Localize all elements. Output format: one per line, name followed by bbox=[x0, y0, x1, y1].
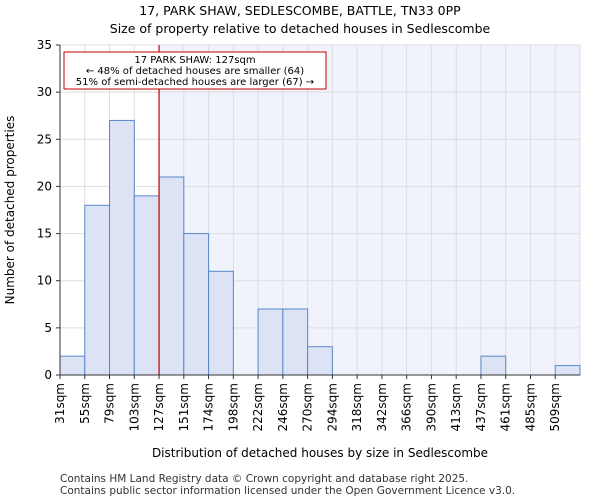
y-tick-label: 5 bbox=[44, 321, 52, 335]
bar-509sqm bbox=[554, 365, 581, 376]
y-tick-label: 20 bbox=[37, 179, 52, 193]
annotation-line-2: ← 48% of detached houses are smaller (64… bbox=[86, 66, 304, 77]
x-tick-label: 318sqm bbox=[350, 383, 364, 431]
x-tick-label: 198sqm bbox=[226, 383, 240, 431]
footer-copyright: Contains HM Land Registry data © Crown c… bbox=[60, 473, 469, 485]
y-tick-label: 15 bbox=[37, 227, 52, 241]
x-tick-label: 461sqm bbox=[499, 383, 513, 431]
y-tick-label: 0 bbox=[44, 368, 52, 382]
x-tick-label: 151sqm bbox=[177, 383, 191, 431]
x-axis-label: Distribution of detached houses by size … bbox=[152, 446, 488, 460]
x-tick-label: 437sqm bbox=[474, 383, 488, 431]
x-tick-label: 79sqm bbox=[103, 383, 117, 424]
x-tick-label: 222sqm bbox=[251, 383, 265, 431]
x-tick-label: 366sqm bbox=[400, 383, 414, 431]
bar-103sqm bbox=[133, 195, 160, 376]
bar-222sqm bbox=[257, 308, 284, 376]
x-tick-label: 342sqm bbox=[375, 383, 389, 431]
chart-title: 17, PARK SHAW, SEDLESCOMBE, BATTLE, TN33… bbox=[139, 3, 461, 18]
bar-151sqm bbox=[183, 233, 210, 376]
bar-270sqm bbox=[307, 346, 333, 376]
footer-licence: Contains public sector information licen… bbox=[60, 485, 516, 497]
x-tick-label: 55sqm bbox=[78, 383, 92, 424]
bar-31sqm bbox=[59, 355, 86, 376]
x-tick-label: 31sqm bbox=[53, 383, 67, 424]
x-tick-label: 174sqm bbox=[202, 383, 216, 431]
bar-174sqm bbox=[208, 270, 234, 376]
bar-55sqm bbox=[84, 204, 111, 376]
annotation-line-3: 51% of semi-detached houses are larger (… bbox=[76, 77, 314, 88]
y-tick-label: 25 bbox=[37, 132, 52, 146]
x-tick-label: 509sqm bbox=[548, 383, 562, 431]
bar-79sqm bbox=[109, 119, 135, 376]
x-tick-label: 413sqm bbox=[449, 383, 463, 431]
x-tick-label: 270sqm bbox=[301, 383, 315, 431]
x-tick-label: 485sqm bbox=[523, 383, 537, 431]
y-tick-label: 30 bbox=[37, 85, 52, 99]
annotation-line-1: 17 PARK SHAW: 127sqm bbox=[134, 55, 255, 66]
x-tick-label: 390sqm bbox=[424, 383, 438, 431]
y-axis-label: Number of detached properties bbox=[3, 116, 17, 305]
histogram-chart: 0 5 10 15 20 25 30 35 31sqm 55sqm 79sqm 103sqm 127sq… bbox=[3, 38, 581, 460]
chart-subtitle: Size of property relative to detached ho… bbox=[109, 21, 491, 36]
x-tick-label: 294sqm bbox=[325, 383, 339, 431]
bar-246sqm bbox=[282, 308, 309, 376]
y-tick-label: 10 bbox=[37, 274, 52, 288]
bar-437sqm bbox=[480, 355, 507, 376]
annotation-box bbox=[63, 51, 327, 90]
x-tick-label: 127sqm bbox=[152, 383, 166, 431]
x-tick-label: 246sqm bbox=[276, 383, 290, 431]
y-tick-label: 35 bbox=[37, 38, 52, 52]
bar-127sqm bbox=[158, 176, 185, 376]
x-tick-label: 103sqm bbox=[127, 383, 141, 431]
